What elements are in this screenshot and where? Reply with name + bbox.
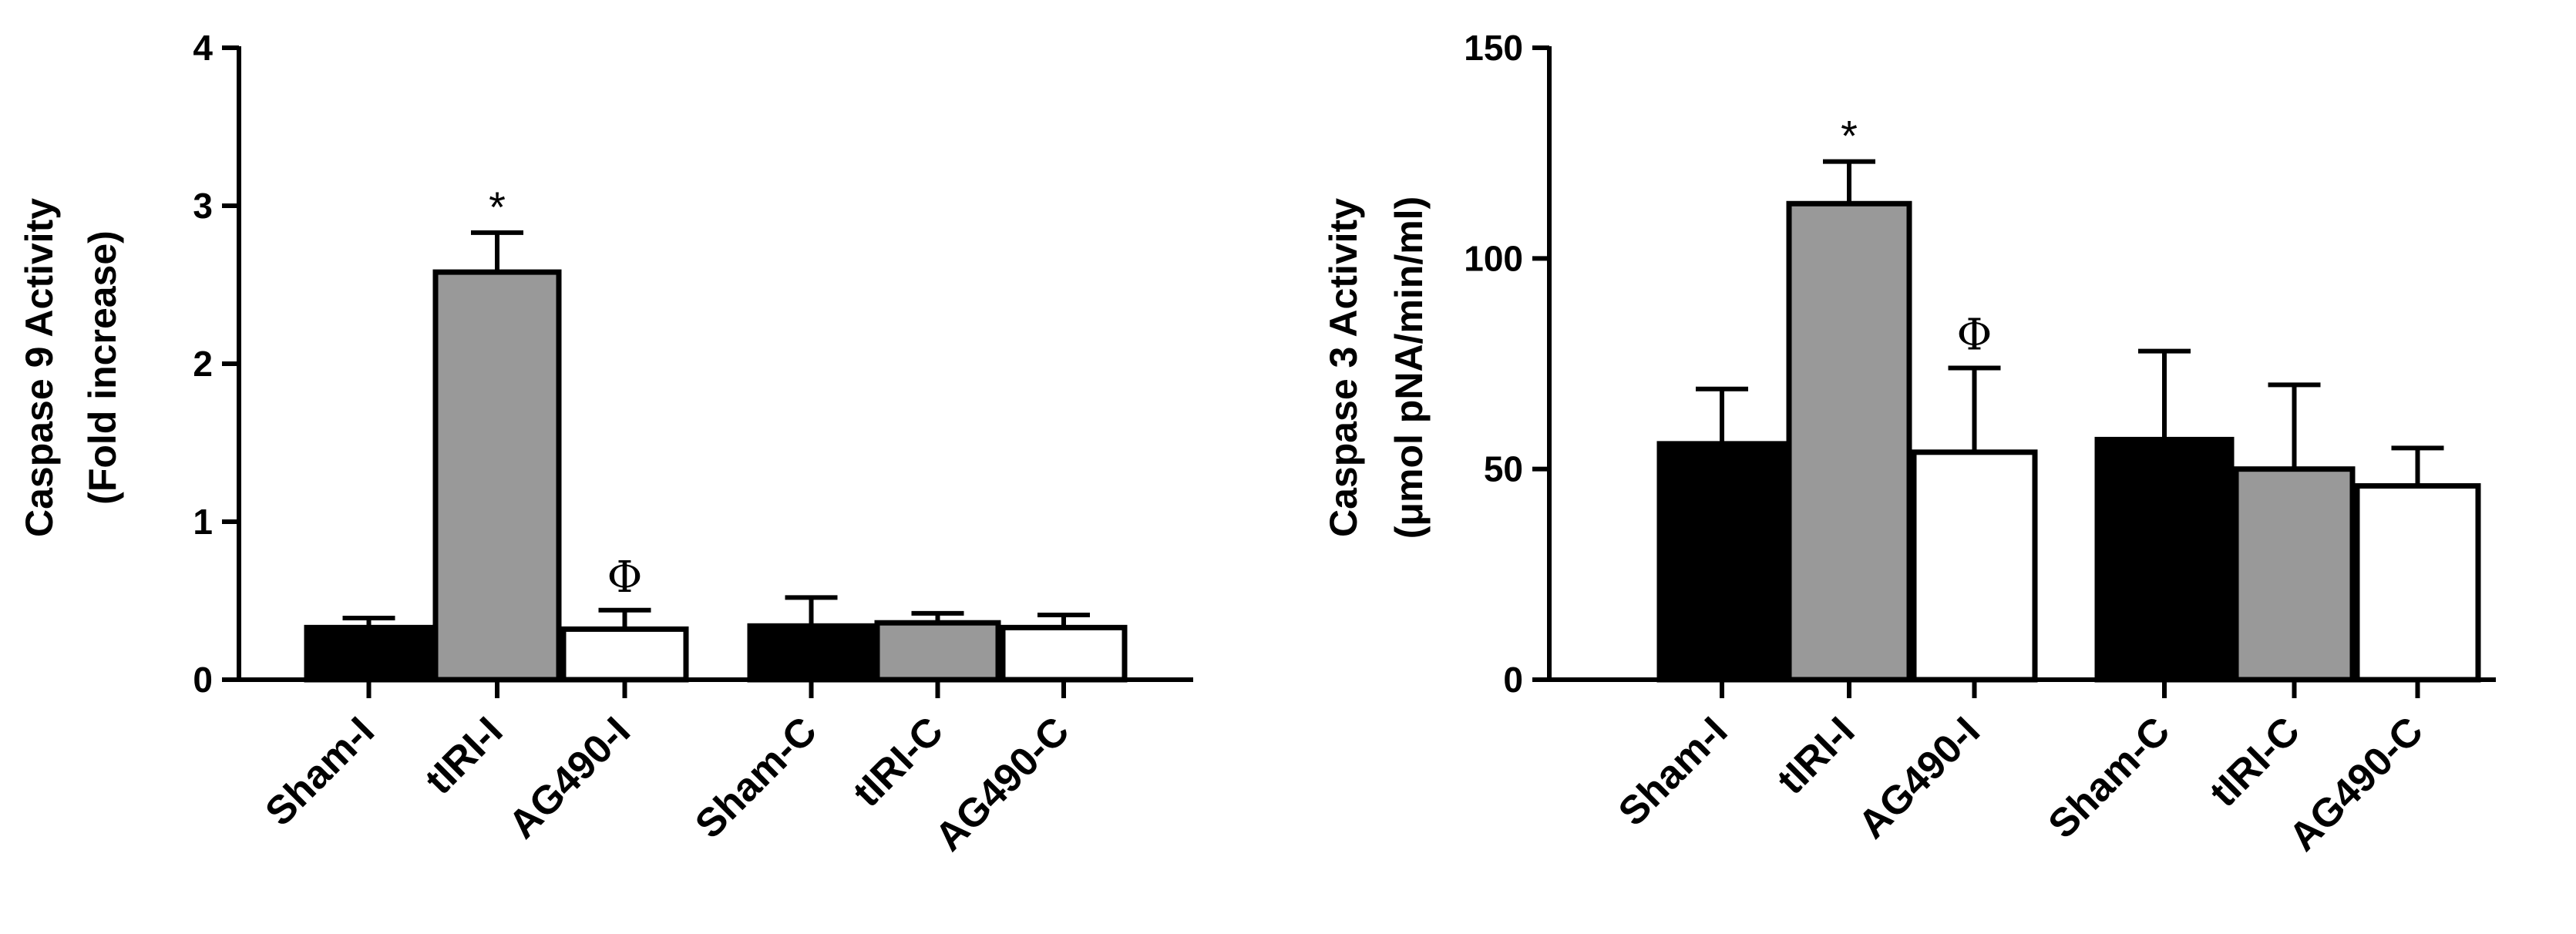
significance-phi: Φ	[1957, 310, 1993, 360]
y-tick-label: 2	[193, 344, 213, 384]
significance-phi: Φ	[607, 553, 643, 603]
x-category-label: AG490-C	[2281, 708, 2432, 859]
x-category-label: Sham-I	[1610, 708, 1737, 835]
y-tick-label: 50	[1484, 449, 1523, 489]
bar	[874, 620, 1001, 683]
bar	[560, 626, 689, 683]
y-tick-label: 4	[193, 28, 213, 68]
x-category-label: Sham-C	[687, 708, 826, 847]
y-axis-title: (Fold increase)	[81, 230, 124, 505]
caspase3-panel: 0 50 100 150 Caspase 3 Activity (μmol pNA/min…	[1322, 28, 2496, 860]
y-axis-title: (μmol pNA/min/ml)	[1387, 197, 1431, 539]
x-category-label: tIRI-I	[417, 708, 512, 803]
x-category-label: AG490-C	[926, 708, 1078, 859]
y-tick-label: 100	[1464, 238, 1523, 278]
bar	[1656, 441, 1787, 683]
x-category-label: AG490-I	[500, 708, 639, 847]
x-category-label: AG490-I	[1850, 708, 1989, 847]
bar	[1911, 449, 2038, 683]
x-category-label: Sham-C	[2040, 708, 2179, 847]
x-category-label: tIRI-I	[1769, 708, 1864, 803]
bar	[2233, 466, 2356, 683]
y-axis-title: Caspase 3 Activity	[1322, 198, 1365, 537]
bar	[2094, 436, 2235, 683]
significance-asterisk: *	[1841, 112, 1858, 160]
bar	[2354, 483, 2481, 683]
x-category-label: tIRI-C	[845, 708, 952, 815]
bar	[747, 623, 876, 683]
bar	[1000, 624, 1128, 683]
y-tick-label: 3	[193, 186, 213, 226]
bar	[432, 269, 562, 683]
significance-asterisk: *	[489, 183, 506, 231]
caspase9-panel: 0 1 2 3 4 Caspase 9 Activity (Fold increase) Sh…	[18, 28, 1193, 860]
y-axis-title: Caspase 9 Activity	[18, 198, 61, 537]
x-category-label: Sham-I	[257, 708, 383, 835]
y-tick-label: 0	[1503, 660, 1523, 700]
x-category-label: tIRI-C	[2201, 708, 2309, 815]
bar	[304, 624, 434, 683]
bar	[1786, 200, 1912, 683]
y-tick-label: 1	[193, 502, 213, 542]
y-tick-label: 150	[1464, 28, 1523, 68]
y-tick-label: 0	[193, 660, 213, 700]
